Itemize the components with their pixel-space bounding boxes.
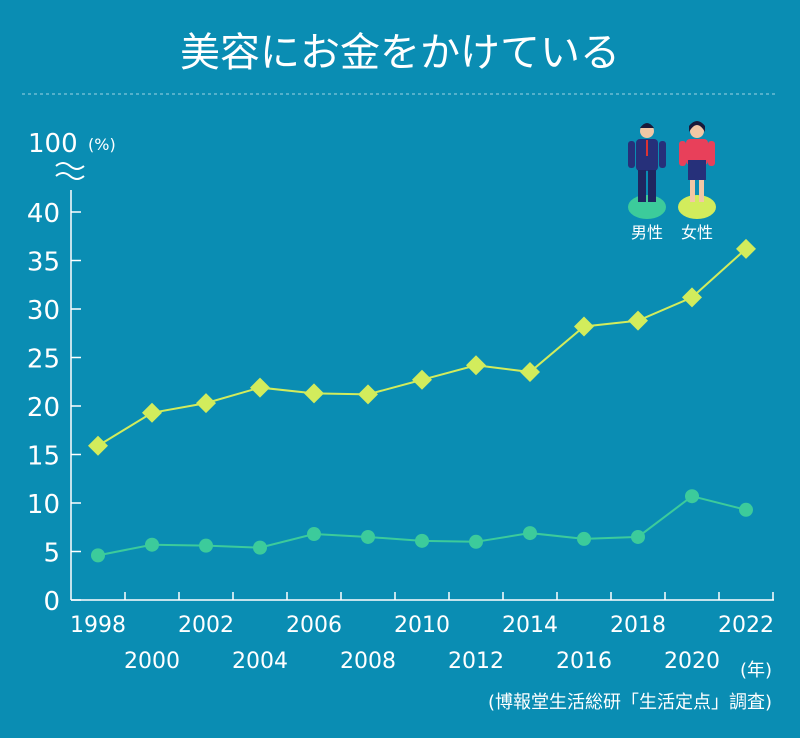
legend: 男性 女性: [628, 121, 716, 242]
data-point-male: [739, 502, 753, 517]
data-point-female: [466, 355, 486, 376]
chart-title: 美容にお金をかけている: [180, 30, 620, 76]
data-point-female: [358, 384, 378, 405]
y-break-label: 100: [28, 129, 78, 159]
data-point-female: [682, 287, 702, 308]
male-pedestal: [628, 195, 666, 219]
data-point-female: [142, 402, 162, 423]
x-tick-label: 2020: [664, 649, 720, 674]
data-point-female: [412, 369, 432, 390]
y-tick-label: 0: [43, 587, 60, 617]
x-tick-label: 2016: [556, 649, 612, 674]
data-point-male: [631, 529, 645, 544]
y-tick-label: 30: [27, 296, 60, 326]
data-point-male: [685, 489, 699, 504]
data-point-female: [574, 316, 594, 337]
x-tick-label: 2000: [124, 649, 180, 674]
data-point-female: [88, 435, 108, 456]
data-point-female: [304, 383, 324, 404]
y-tick-label: 40: [27, 199, 60, 229]
x-tick-label: 2022: [718, 613, 774, 638]
x-tick-label: 2018: [610, 613, 666, 638]
data-point-male: [307, 527, 321, 542]
data-point-female: [196, 393, 216, 414]
data-point-male: [145, 537, 159, 552]
legend-female: 女性: [678, 121, 716, 242]
x-tick-label: 2012: [448, 649, 504, 674]
data-point-female: [250, 377, 270, 398]
legend-male: 男性: [628, 123, 666, 242]
data-point-male: [577, 531, 591, 546]
y-tick-label: 5: [43, 539, 60, 569]
data-point-female: [628, 310, 648, 331]
y-tick-label: 20: [27, 393, 60, 423]
y-tick-label: 25: [27, 345, 60, 375]
data-point-male: [253, 540, 267, 555]
male-person-icon: [628, 123, 666, 202]
x-unit-label: (年): [740, 660, 772, 681]
x-tick-label: 2014: [502, 613, 558, 638]
legend-label-male: 男性: [631, 223, 663, 242]
x-tick-label: 1998: [70, 613, 126, 638]
data-point-male: [361, 529, 375, 544]
y-tick-label: 15: [27, 442, 60, 472]
x-tick-label: 2010: [394, 613, 450, 638]
data-point-male: [523, 526, 537, 541]
series-line-female: [97, 248, 747, 447]
y-unit-label: (%): [88, 135, 116, 154]
y-tick-label: 10: [27, 490, 60, 520]
legend-label-female: 女性: [681, 223, 713, 242]
x-tick-label: 2008: [340, 649, 396, 674]
data-point-male: [91, 548, 105, 563]
data-point-male: [469, 534, 483, 549]
axis-break-icon: [55, 162, 85, 180]
data-point-female: [736, 238, 756, 259]
data-point-male: [199, 538, 213, 553]
female-pedestal: [678, 195, 716, 219]
y-tick-label: 35: [27, 248, 60, 278]
x-tick-label: 2002: [178, 613, 234, 638]
x-tick-label: 2004: [232, 649, 288, 674]
source-note: (博報堂生活総研「生活定点」調査): [488, 692, 772, 713]
x-tick-label: 2006: [286, 613, 342, 638]
female-person-icon: [679, 121, 715, 202]
data-point-male: [415, 533, 429, 548]
data-point-female: [520, 362, 540, 383]
